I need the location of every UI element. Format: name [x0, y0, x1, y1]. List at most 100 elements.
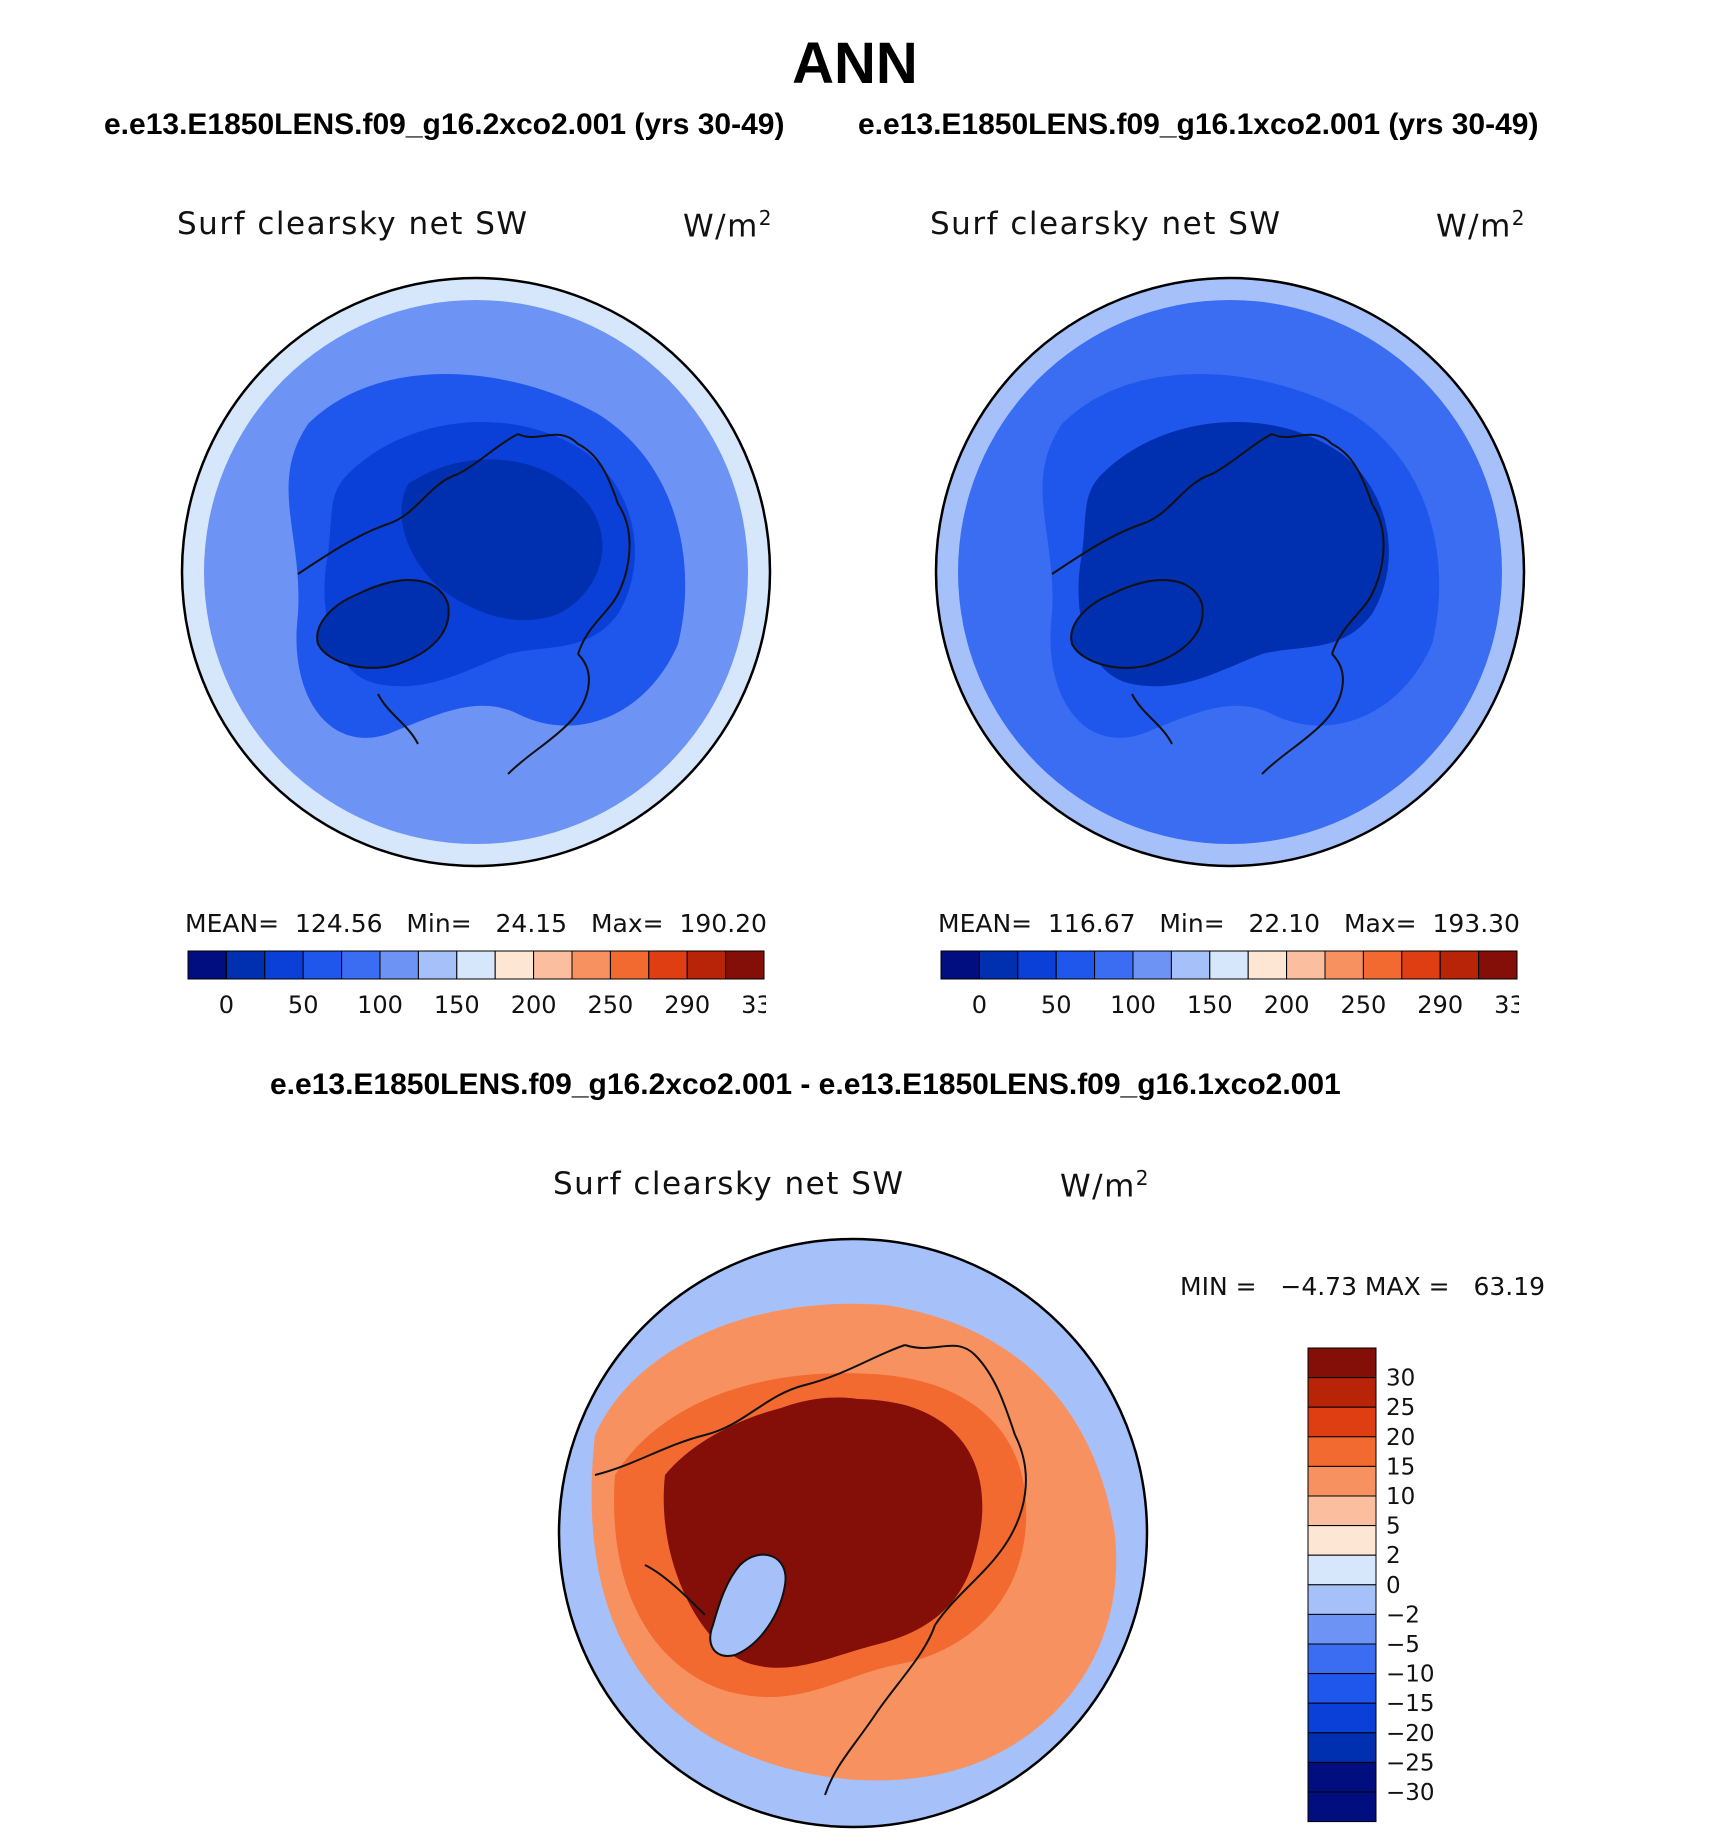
panel1-coastlines — [297, 433, 631, 775]
colorbar-swatch — [1307, 1584, 1377, 1615]
panel3-minmax-text: MIN = −4.73 MAX = 63.19 — [1180, 1272, 1546, 1301]
colorbar-swatch — [1286, 950, 1326, 980]
panel2-mean-label: MEAN= — [938, 909, 1033, 938]
colorbar-swatch — [1094, 950, 1134, 980]
panel1-variable-label: Surf clearsky net SW — [177, 206, 529, 242]
colorbar-tick-label: 30 — [1386, 1366, 1415, 1392]
colorbar-tick-label: −15 — [1386, 1691, 1435, 1717]
colorbar-tick-label: 2 — [1386, 1543, 1401, 1569]
panel1-min-label: Min= — [406, 909, 472, 938]
colorbar-swatch — [1307, 1732, 1377, 1763]
panel3-units-label: W/m2 — [1060, 1166, 1150, 1204]
panel1-units-label: W/m2 — [683, 206, 773, 244]
colorbar-tick-label: 200 — [511, 991, 557, 1019]
panel3-units-base: W/m — [1060, 1168, 1136, 1205]
panel2-units-label: W/m2 — [1436, 206, 1526, 244]
colorbar-tick-label: −20 — [1386, 1721, 1435, 1747]
colorbar-tick-label: 100 — [357, 991, 403, 1019]
colorbar-swatch — [1307, 1495, 1377, 1527]
panel3-map-border — [557, 1237, 1149, 1829]
panel1-mean-label: MEAN= — [185, 909, 280, 938]
colorbar-swatch — [1307, 1761, 1377, 1793]
colorbar-swatch — [1307, 1347, 1377, 1379]
colorbar-tick-label: 150 — [434, 991, 480, 1019]
panel2-map-border — [934, 276, 1526, 868]
colorbar-tick-label: −30 — [1386, 1780, 1435, 1806]
colorbar-swatch — [1247, 950, 1288, 980]
colorbar-swatch — [725, 950, 765, 980]
colorbar-swatch — [1307, 1436, 1377, 1467]
panel2-coastlines — [1051, 433, 1385, 775]
panel2-greenland — [1071, 580, 1203, 668]
colorbar-swatch — [341, 950, 381, 980]
colorbar-swatch — [1439, 950, 1480, 980]
colorbar-swatch — [1324, 950, 1364, 980]
colorbar-swatch — [1307, 1525, 1377, 1556]
colorbar-tick-label: 50 — [1041, 991, 1072, 1019]
colorbar-swatch — [609, 950, 650, 980]
right-case-title: e.e13.E1850LENS.f09_g16.1xco2.001 (yrs 3… — [858, 108, 1539, 141]
panel2-polar-map — [934, 276, 1526, 868]
colorbar-tick-label: 200 — [1264, 991, 1310, 1019]
colorbar-tick-label: 50 — [288, 991, 319, 1019]
panel2-stats: MEAN= 116.67 Min= 22.10 Max= 193.30 — [938, 909, 1520, 938]
colorbar-swatch — [1307, 1465, 1377, 1497]
panel1-polar-map — [180, 276, 772, 868]
colorbar-swatch — [1307, 1377, 1377, 1408]
colorbar-tick-label: 25 — [1386, 1395, 1415, 1421]
colorbar-tick-label: 0 — [1386, 1573, 1401, 1599]
panel2-max-label: Max= — [1343, 909, 1417, 938]
colorbar-swatch — [940, 950, 980, 980]
panel1-pole-core — [401, 459, 603, 621]
panel1-min-value: 24.15 — [495, 909, 568, 938]
panel3-coastlines — [594, 1344, 1027, 1796]
colorbar-swatch — [417, 950, 458, 980]
colorbar-swatch — [187, 950, 227, 980]
colorbar-tick-label: 10 — [1386, 1484, 1415, 1510]
panel3-units-exp: 2 — [1135, 1166, 1151, 1190]
panel1-stats: MEAN= 124.56 Min= 24.15 Max= 190.20 — [185, 909, 767, 938]
colorbar-tick-label: −5 — [1386, 1632, 1420, 1658]
panel2-min-value: 22.10 — [1248, 909, 1321, 938]
panel2-units-exp: 2 — [1511, 206, 1527, 230]
colorbar-swatch — [1401, 950, 1441, 980]
colorbar-tick-label: 20 — [1386, 1425, 1415, 1451]
colorbar-tick-label: 150 — [1187, 991, 1233, 1019]
colorbar-swatch — [1055, 950, 1096, 980]
colorbar-tick-label: 0 — [972, 991, 987, 1019]
colorbar-tick-label: 100 — [1110, 991, 1156, 1019]
colorbar-tick-label: 290 — [1417, 991, 1463, 1019]
panel3-polar-map — [557, 1237, 1149, 1829]
colorbar-swatch — [978, 950, 1019, 980]
panel1-max-value: 190.20 — [679, 909, 767, 938]
panel1-max-label: Max= — [590, 909, 664, 938]
panel2-colorbar: 0 50 100 150 200 250 290 330 — [940, 950, 1519, 1019]
panel3-greenland-negative — [710, 1554, 786, 1656]
colorbar-swatch — [1307, 1791, 1377, 1823]
colorbar-swatch — [494, 950, 535, 980]
colorbar-tick-label: 250 — [1340, 991, 1386, 1019]
colorbar-tick-label: −25 — [1386, 1750, 1435, 1776]
panel2-min-label: Min= — [1159, 909, 1225, 938]
panel2-variable-label: Surf clearsky net SW — [930, 206, 1282, 242]
panel3-variable-label: Surf clearsky net SW — [553, 1166, 905, 1202]
colorbar-swatch — [225, 950, 266, 980]
panel1-mean-value: 124.56 — [295, 909, 383, 938]
colorbar-tick-label: 250 — [587, 991, 633, 1019]
panel2-pole-core — [1153, 450, 1367, 631]
colorbar-swatch — [1478, 950, 1518, 980]
colorbar-swatch — [1307, 1643, 1377, 1675]
colorbar-swatch — [1307, 1673, 1377, 1704]
colorbar-swatch — [1132, 950, 1172, 980]
colorbar-swatch — [302, 950, 343, 980]
colorbar-tick-label: 15 — [1386, 1454, 1415, 1480]
panel2-units-base: W/m — [1436, 208, 1512, 245]
colorbar-tick-label: −10 — [1386, 1662, 1435, 1688]
colorbar-swatch — [533, 950, 573, 980]
colorbar-swatch — [686, 950, 727, 980]
colorbar-tick-label: 330 — [1494, 991, 1519, 1019]
panel1-units-exp: 2 — [758, 206, 774, 230]
colorbar-swatch — [1307, 1613, 1377, 1645]
colorbar-swatch — [456, 950, 496, 980]
